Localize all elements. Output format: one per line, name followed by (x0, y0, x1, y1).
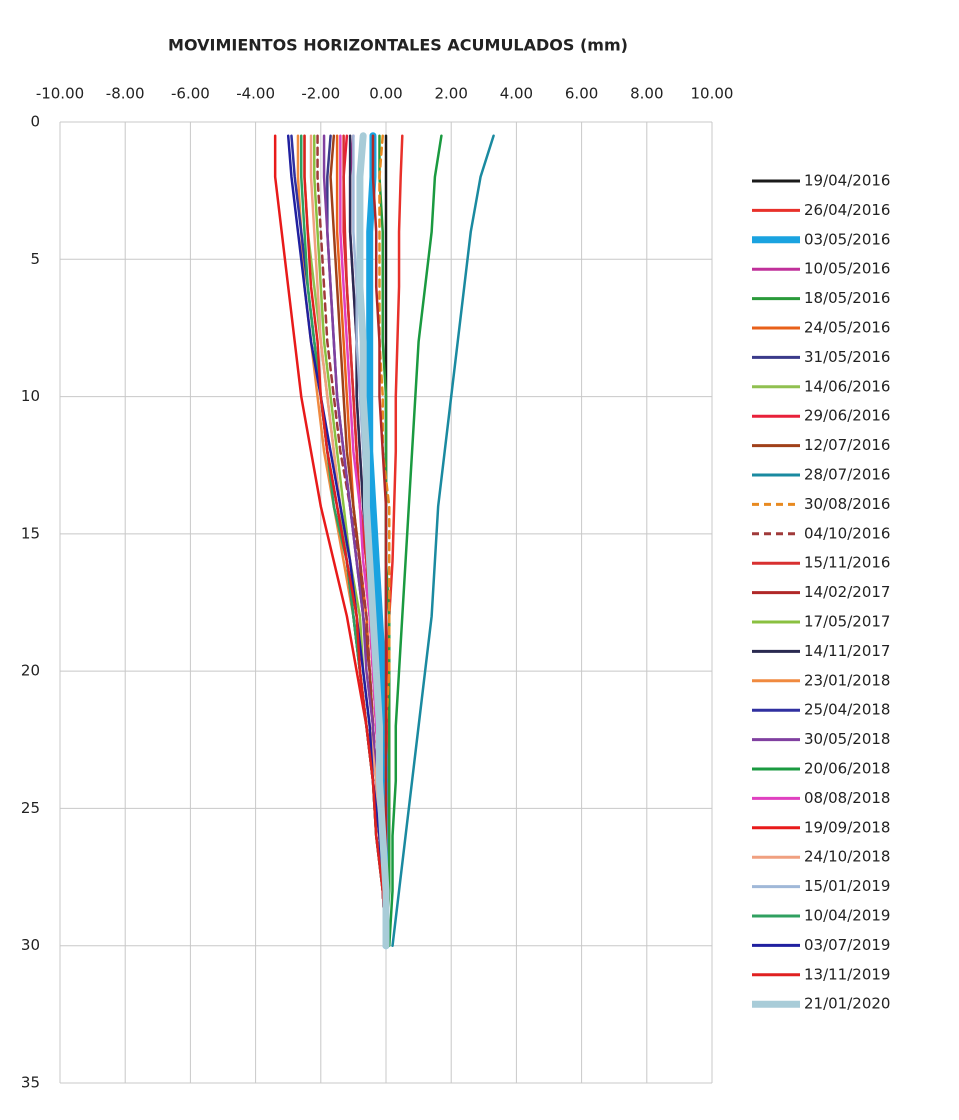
x-tick-label: 6.00 (565, 85, 598, 103)
legend-label: 31/05/2016 (804, 348, 890, 366)
legend-label: 03/07/2019 (804, 936, 890, 954)
legend-label: 04/10/2016 (804, 524, 890, 542)
x-tick-label: 4.00 (500, 85, 533, 103)
series-line (286, 134, 388, 947)
x-tick-label: -10.00 (36, 85, 84, 103)
y-tick-label: 25 (21, 799, 40, 817)
legend-label: 30/05/2018 (804, 730, 890, 748)
y-tick-label: 35 (21, 1074, 40, 1092)
chart-title: MOVIMIENTOS HORIZONTALES ACUMULADOS (mm) (168, 36, 628, 55)
legend-label: 08/08/2018 (804, 789, 890, 807)
x-tick-label: -2.00 (301, 85, 340, 103)
x-tick-label: 2.00 (434, 85, 467, 103)
y-tick-label: 30 (21, 936, 40, 954)
series-line (391, 134, 495, 947)
legend-label: 18/05/2016 (804, 289, 890, 307)
legend-label: 29/06/2016 (804, 407, 890, 425)
legend-label: 24/10/2018 (804, 848, 890, 866)
legend-label: 19/09/2018 (804, 818, 890, 836)
legend-label: 10/05/2016 (804, 260, 890, 278)
y-tick-label: 20 (21, 662, 40, 680)
legend-label: 15/01/2019 (804, 877, 890, 895)
legend-label: 12/07/2016 (804, 436, 890, 454)
legend-label: 30/08/2016 (804, 495, 890, 513)
series-line (303, 134, 388, 947)
legend-label: 03/05/2016 (804, 230, 890, 248)
y-tick-label: 10 (21, 387, 40, 405)
legend-label: 14/06/2016 (804, 377, 890, 395)
legend-label: 13/11/2019 (804, 965, 890, 983)
legend-label: 14/11/2017 (804, 642, 890, 660)
y-tick-label: 5 (30, 250, 40, 268)
series-line (356, 132, 390, 950)
legend-label: 10/04/2019 (804, 907, 890, 925)
legend-label: 15/11/2016 (804, 554, 890, 572)
legend-label: 26/04/2016 (804, 201, 890, 219)
legend-label: 14/02/2017 (804, 583, 890, 601)
y-tick-label: 15 (21, 524, 40, 542)
legend-label: 24/05/2016 (804, 319, 890, 337)
x-tick-label: 0.00 (369, 85, 402, 103)
legend-label: 25/04/2018 (804, 701, 890, 719)
y-tick-label: 0 (30, 113, 40, 131)
legend-label: 23/01/2018 (804, 671, 890, 689)
x-tick-label: -6.00 (171, 85, 210, 103)
x-tick-label: 10.00 (691, 85, 734, 103)
legend-label: 17/05/2017 (804, 613, 890, 631)
legend-label: 19/04/2016 (804, 172, 890, 190)
x-tick-label: -8.00 (106, 85, 145, 103)
legend-label: 21/01/2020 (804, 995, 890, 1013)
legend-label: 28/07/2016 (804, 466, 890, 484)
x-tick-label: -4.00 (236, 85, 275, 103)
series-line (371, 134, 388, 947)
series-line (388, 134, 443, 947)
x-tick-label: 8.00 (630, 85, 663, 103)
legend-label: 20/06/2018 (804, 760, 890, 778)
